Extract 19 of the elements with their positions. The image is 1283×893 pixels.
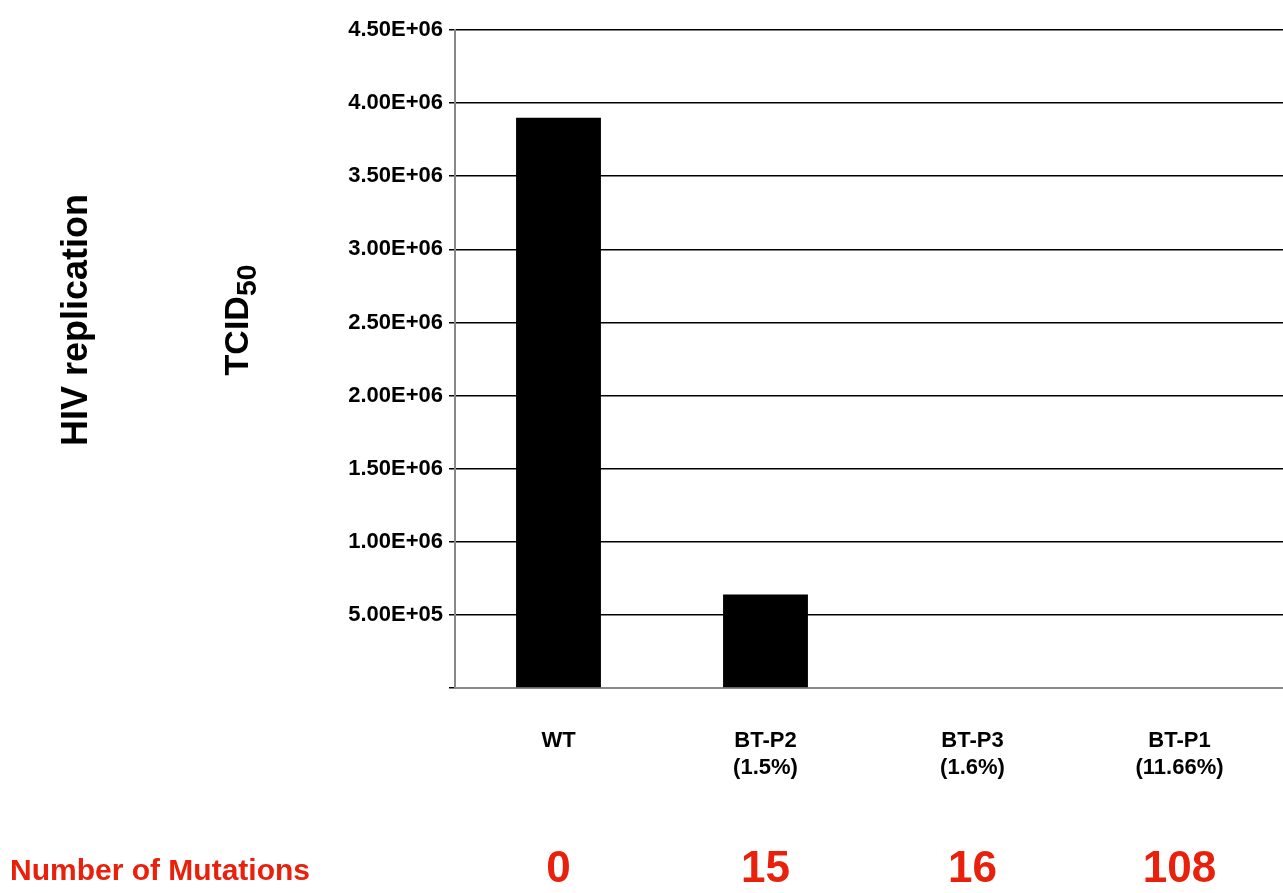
text: 0 bbox=[546, 842, 571, 892]
y-tick-label: 2.00E+06 bbox=[348, 381, 443, 407]
text: HIV replication bbox=[54, 193, 96, 447]
y-tick-label: 1.50E+06 bbox=[348, 454, 443, 480]
text: 108 bbox=[1142, 842, 1217, 892]
y-tick-label: 3.00E+06 bbox=[348, 235, 443, 261]
y-tick-label: 4.00E+06 bbox=[348, 89, 443, 115]
y-tick-label: 5.00E+05 bbox=[348, 600, 443, 626]
x-tick-label: BT-P1 (11.66%) bbox=[1135, 727, 1224, 779]
y-tick-label: 4.50E+06 bbox=[348, 16, 443, 42]
text: Number of Mutations bbox=[10, 853, 310, 887]
text: 15 bbox=[741, 842, 790, 892]
x-tick-label: WT bbox=[541, 727, 577, 753]
y-tick-label: 1.00E+06 bbox=[348, 527, 443, 553]
y-tick-label: 2.50E+06 bbox=[348, 308, 443, 334]
x-tick-label: BT-P2 (1.5%) bbox=[733, 727, 798, 779]
text: 16 bbox=[948, 842, 997, 892]
y-tick-label: 3.50E+06 bbox=[348, 162, 443, 188]
x-tick-label: BT-P3 (1.6%) bbox=[940, 727, 1005, 779]
